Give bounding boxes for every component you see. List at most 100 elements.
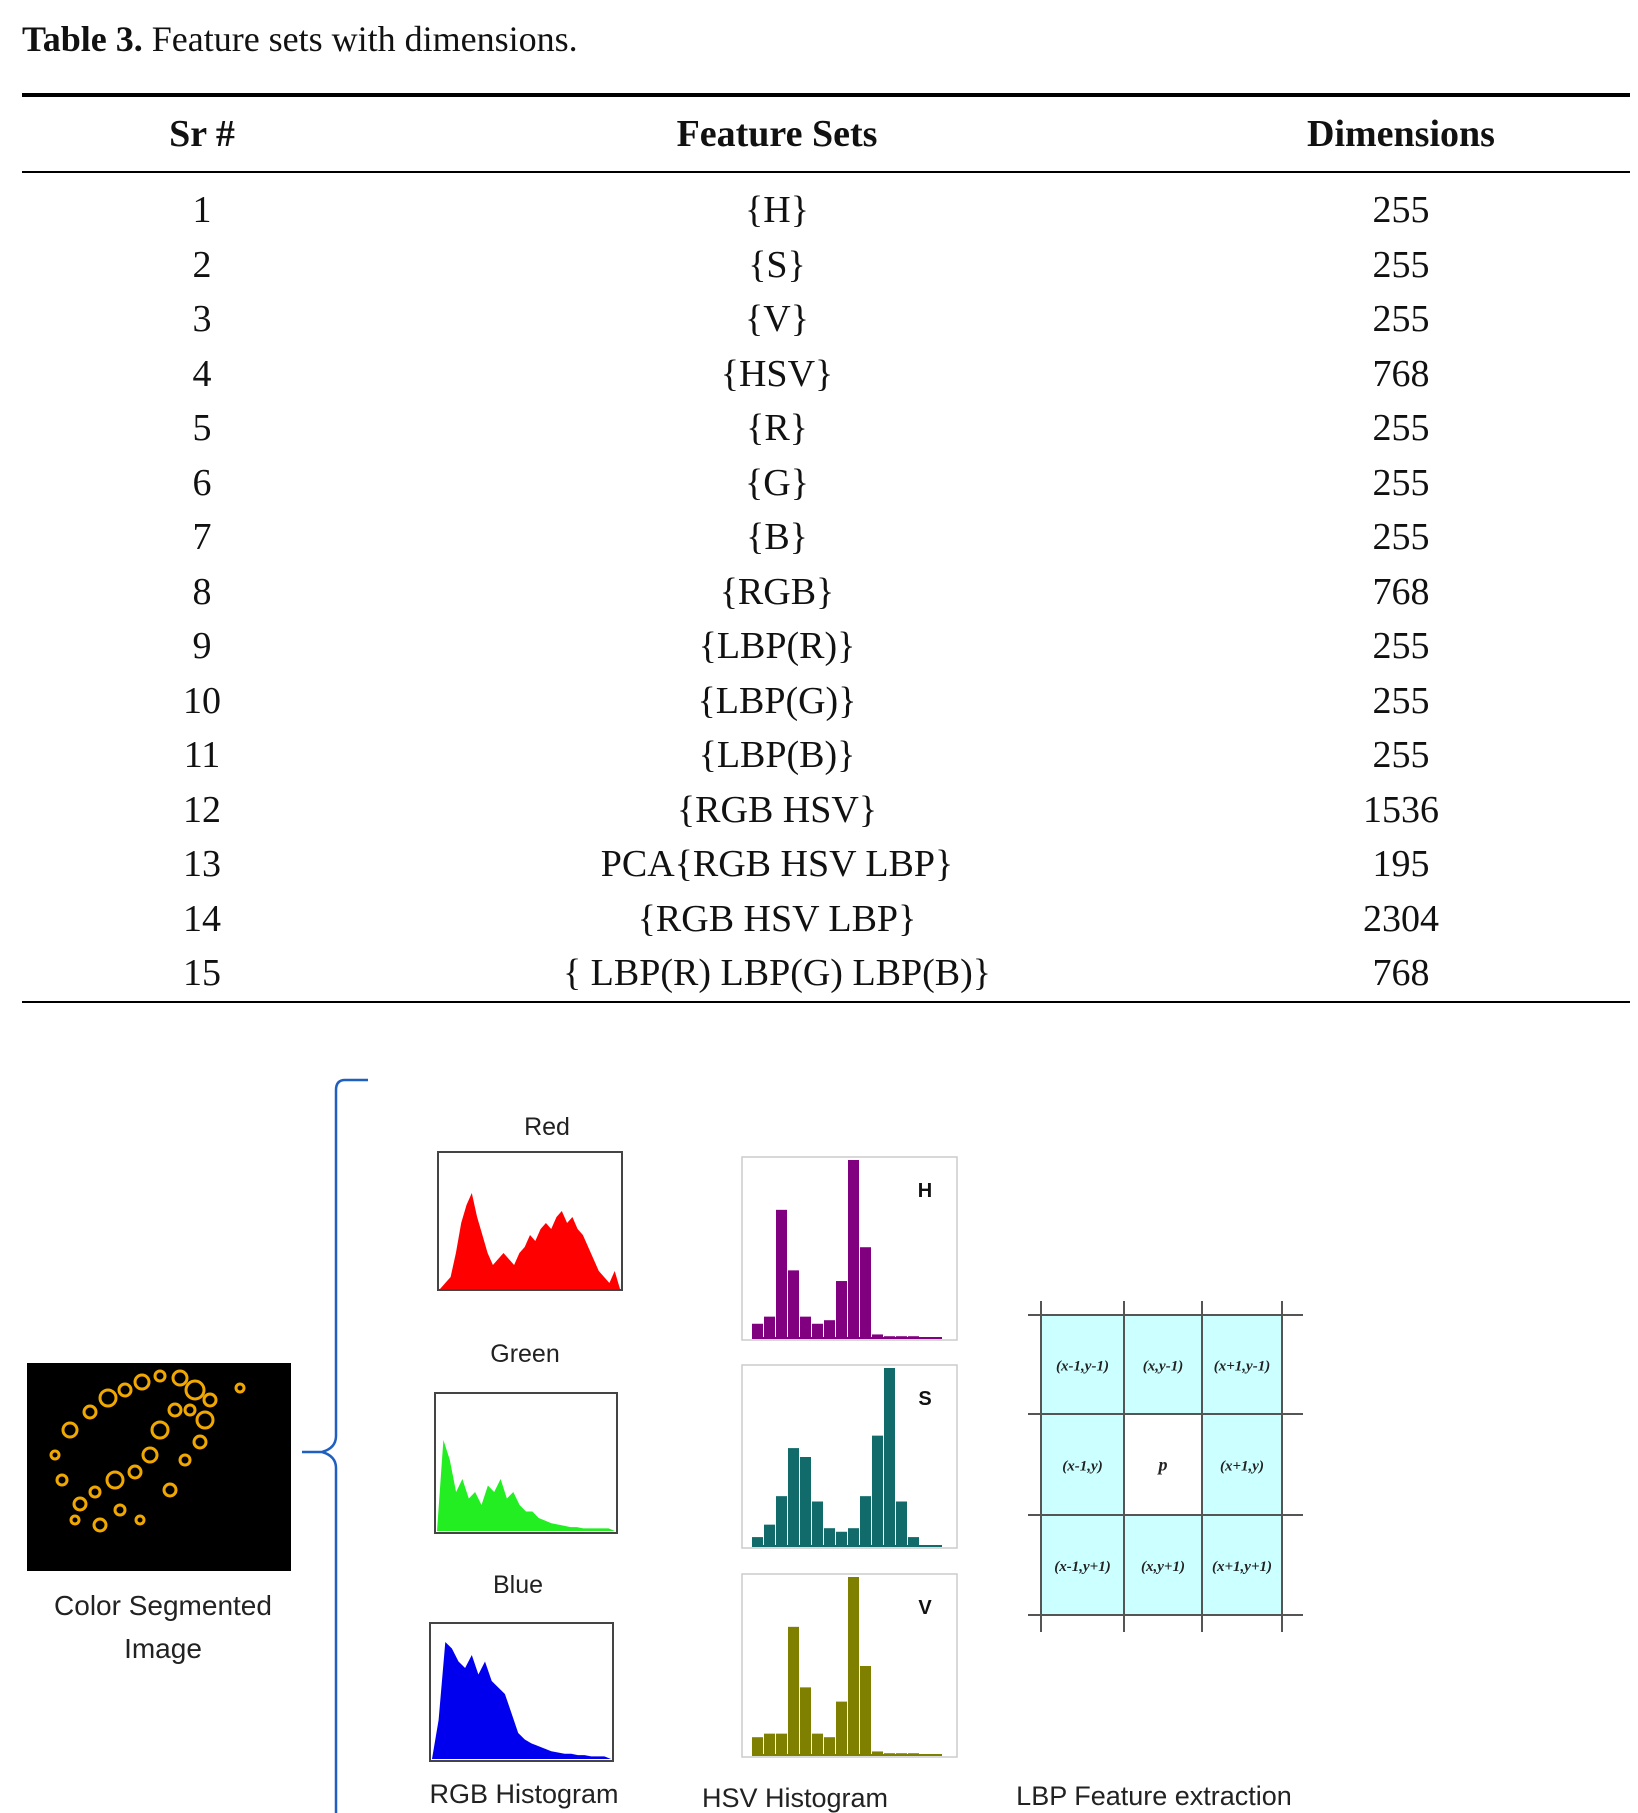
table-row: 5 {R} 255 xyxy=(22,401,1630,456)
histogram-bar xyxy=(848,1577,859,1755)
histogram-bar xyxy=(752,1323,763,1338)
histogram-bar xyxy=(836,1281,847,1338)
histogram-bar xyxy=(776,1496,787,1546)
segmented-label-line1: Color Segmented xyxy=(54,1590,272,1621)
cell-dimension: 255 xyxy=(1372,679,1430,722)
cell-sr: 15 xyxy=(183,952,221,995)
hsv-histogram-caption: HSV Histogram xyxy=(702,1783,888,1813)
lbp-cell-label: (x,y+1) xyxy=(1141,1559,1185,1575)
v-histogram xyxy=(752,1577,942,1756)
table-row: 9 {LBP(R)} 255 xyxy=(22,619,1630,674)
cell-feature-set: PCA{RGB HSV LBP} xyxy=(600,843,954,886)
histogram-bar xyxy=(896,1501,907,1546)
cell-feature-set: {G} xyxy=(745,461,809,504)
histogram-bar xyxy=(800,1316,811,1338)
segmented-blob xyxy=(98,1388,118,1408)
table-caption-text: Feature sets with dimensions. xyxy=(142,19,578,59)
histogram-bar xyxy=(872,1334,883,1338)
cell-dimension: 255 xyxy=(1372,625,1430,668)
segmented-blob xyxy=(171,1369,189,1387)
lbp-cell-label: (x-1,y+1) xyxy=(1054,1559,1110,1575)
cell-sr: 9 xyxy=(192,625,212,668)
histogram-bar xyxy=(824,1528,835,1546)
table-row: 14 {RGB HSV LBP} 2304 xyxy=(22,892,1630,947)
table-row: 3 {V} 255 xyxy=(22,292,1630,347)
cell-feature-set: {H} xyxy=(745,189,809,232)
segmented-blob xyxy=(69,1514,81,1526)
feature-extraction-figure: Color Segmented Image Red Green Blue RGB… xyxy=(0,1060,1638,1813)
cell-sr: 5 xyxy=(192,407,212,450)
lbp-cell-label: (x+1,y-1) xyxy=(1214,1359,1270,1375)
histogram-bar xyxy=(860,1496,871,1546)
segmented-blob xyxy=(61,1421,79,1439)
cell-feature-set: {LBP(B)} xyxy=(698,734,856,777)
histogram-bar xyxy=(908,1537,919,1546)
segmented-blob xyxy=(202,1392,218,1408)
cell-feature-set: {LBP(R)} xyxy=(698,625,856,668)
histogram-bar xyxy=(824,1737,835,1755)
segmented-blob xyxy=(55,1473,69,1487)
segmented-blob xyxy=(183,1403,197,1417)
cell-feature-set: {S} xyxy=(748,243,806,286)
lbp-cell-label: (x-1,y-1) xyxy=(1056,1359,1109,1375)
lbp-cell-label: (x+1,y+1) xyxy=(1212,1559,1272,1575)
table-header-row: Sr # Feature Sets Dimensions xyxy=(22,95,1630,172)
table-row: 13 PCA{RGB HSV LBP} 195 xyxy=(22,837,1630,892)
cell-sr: 3 xyxy=(192,298,212,341)
histogram-bar xyxy=(788,1270,799,1338)
cell-dimension: 768 xyxy=(1372,570,1430,613)
table-row: 7 {B} 255 xyxy=(22,510,1630,565)
blue-title: Blue xyxy=(493,1571,543,1599)
cell-sr: 11 xyxy=(183,734,221,777)
histogram-bar xyxy=(800,1687,811,1755)
histogram-bar xyxy=(788,1626,799,1755)
cell-feature-set: {V} xyxy=(745,298,809,341)
hsv-histogram-group: H S V HSV Histogram xyxy=(702,1156,958,1813)
segmented-blob xyxy=(234,1382,246,1394)
v-letter: V xyxy=(918,1597,932,1619)
segmented-blob xyxy=(192,1434,208,1450)
cell-dimension: 255 xyxy=(1372,461,1430,504)
lbp-cell-label: (x+1,y) xyxy=(1220,1459,1264,1475)
table-row: 11 {LBP(B)} 255 xyxy=(22,728,1630,783)
cell-dimension: 255 xyxy=(1372,189,1430,232)
histogram-bar xyxy=(764,1524,775,1546)
cell-dimension: 255 xyxy=(1372,734,1430,777)
red-title: Red xyxy=(524,1113,570,1141)
rgb-histogram-group: Red Green Blue RGB Histogram xyxy=(429,1113,623,1809)
table-row: 15 { LBP(R) LBP(G) LBP(B)} 768 xyxy=(22,946,1630,1002)
green-histogram xyxy=(437,1440,615,1531)
cell-sr: 1 xyxy=(192,189,212,232)
histogram-bar xyxy=(860,1666,871,1755)
table-caption-label: Table 3. xyxy=(22,19,143,59)
cell-dimension: 768 xyxy=(1372,352,1430,395)
segmented-label-line2: Image xyxy=(124,1633,202,1664)
header-feature-sets: Feature Sets xyxy=(676,113,878,155)
segmented-blob xyxy=(178,1453,192,1467)
segmented-blob xyxy=(82,1404,98,1420)
curly-brace xyxy=(302,1078,368,1813)
cell-dimension: 255 xyxy=(1372,516,1430,559)
histogram-bar xyxy=(764,1733,775,1755)
cell-sr: 12 xyxy=(183,788,221,831)
blue-histogram xyxy=(432,1642,611,1759)
lbp-cell xyxy=(1041,1315,1124,1414)
feature-sets-table: Sr # Feature Sets Dimensions 1 {H} 255 2 {S}… xyxy=(22,93,1630,1003)
green-title: Green xyxy=(490,1340,559,1368)
lbp-cell-label: (x-1,y) xyxy=(1062,1459,1102,1475)
rgb-histogram-caption: RGB Histogram xyxy=(429,1779,618,1809)
segmented-blob xyxy=(127,1464,143,1480)
cell-feature-set: {R} xyxy=(746,407,808,450)
cell-feature-set: {RGB HSV LBP} xyxy=(637,897,917,940)
lbp-grid: (x-1,y-1) (x,y-1) (x+1,y-1) (x-1,y) p (x+1,y)… xyxy=(1028,1301,1303,1632)
histogram-bar xyxy=(884,1368,895,1546)
red-histogram xyxy=(440,1193,620,1289)
color-segmented-image xyxy=(27,1363,291,1571)
segmented-blob xyxy=(195,1410,215,1430)
table-caption: Table 3. Feature sets with dimensions. xyxy=(22,18,578,60)
segmented-blob xyxy=(117,1382,133,1398)
lbp-cell xyxy=(1041,1414,1124,1515)
histogram-bar xyxy=(872,1751,883,1755)
cell-feature-set: {RGB HSV} xyxy=(676,788,878,831)
lbp-cell xyxy=(1124,1414,1202,1515)
